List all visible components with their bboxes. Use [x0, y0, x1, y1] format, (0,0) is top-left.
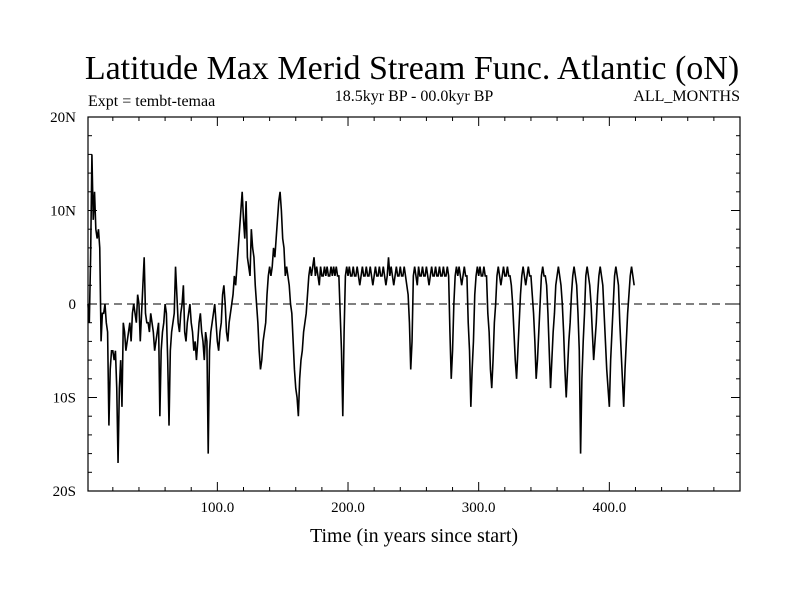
plot-area: 100.0 200.0 300.0 400.0 20N 10N 0 10S 20S [50, 110, 741, 516]
y-tick-label: 20S [53, 484, 76, 500]
x-tick-label: 400.0 [592, 500, 626, 516]
x-tick-label: 100.0 [200, 500, 234, 516]
x-tick-label: 300.0 [462, 500, 496, 516]
series-line-tembt-temaa [87, 154, 635, 463]
months-label: ALL_MONTHS [633, 88, 740, 105]
y-tick-label: 10N [50, 204, 76, 220]
x-axis: 100.0 200.0 300.0 400.0 [112, 117, 715, 516]
y-axis: 20N 10N 0 10S 20S [50, 110, 740, 500]
y-tick-label: 20N [50, 110, 76, 126]
x-tick-label: 200.0 [331, 500, 365, 516]
chart-title: Latitude Max Merid Stream Func. Atlantic… [85, 50, 739, 87]
y-tick-label: 0 [69, 297, 77, 313]
period-label: 18.5kyr BP - 00.0kyr BP [335, 88, 494, 105]
x-axis-label: Time (in years since start) [310, 525, 518, 547]
experiment-label: Expt = tembt-temaa [88, 93, 215, 110]
y-tick-label: 10S [53, 391, 76, 407]
